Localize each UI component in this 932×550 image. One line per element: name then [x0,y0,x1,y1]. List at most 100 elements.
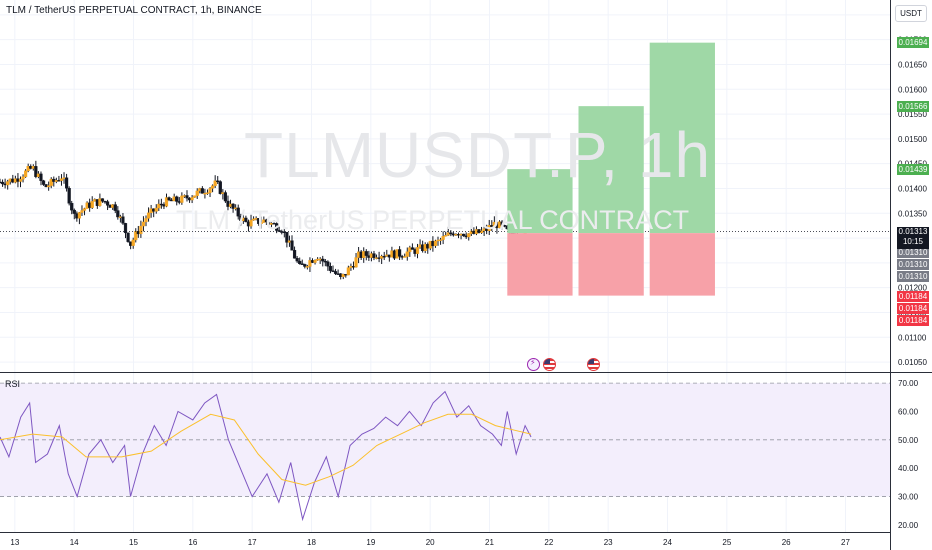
candle-down [236,207,240,217]
candle-up [77,212,82,219]
candle-down [372,253,376,259]
candle-down [382,256,386,258]
time-axis-label: 23 [604,538,613,547]
candle-down [295,258,299,262]
candle-down [70,203,74,211]
time-axis-label: 14 [70,538,79,547]
candle-down [462,233,466,237]
candle-down [34,166,38,177]
candle-down [303,264,307,267]
candle-up [444,235,448,237]
candle-down [64,177,69,189]
candles-group [0,160,527,280]
candle-down [67,188,71,204]
candle-up [21,176,25,180]
candle-up [251,218,256,221]
candle-down [175,196,179,202]
price-axis-label: 0.01350 [898,209,927,218]
candle-up [24,170,28,178]
candle-up [313,260,317,263]
candle-up [146,212,151,219]
candle-up [164,197,169,207]
candle-down [397,249,402,257]
bar-countdown: 10:15 [902,237,924,247]
time-axis-label: 22 [544,538,553,547]
time-axis-label: 15 [129,538,138,547]
candle-up [208,188,212,193]
candle-up [213,180,217,186]
candle-up [144,218,148,223]
candle-up [6,181,10,186]
candle-up [131,239,135,246]
candle-down [200,188,204,194]
candle-up [346,267,350,276]
long-position-target-zone [649,42,715,234]
candle-down [39,173,43,181]
candle-down [328,266,333,271]
candle-down [264,219,268,223]
candle-down [292,250,297,259]
candle-down [223,192,228,202]
candle-down [244,217,248,223]
rsi-axis-label: 20.00 [898,521,919,530]
entry-price-tag: 0.01310 [897,258,929,270]
candle-up [308,260,312,267]
candle-up [141,221,146,227]
candle-down [185,195,189,199]
currency-selector[interactable]: USDT [895,5,927,22]
stop-price-tag: 0.01184 [897,291,929,303]
candle-up [354,257,358,268]
candle-up [180,195,184,203]
candle-down [167,197,171,201]
long-position-stop-zone [578,233,644,296]
price-axis-label: 0.01400 [898,184,927,193]
candle-down [105,201,110,206]
candle-up [18,178,23,182]
candle-down [326,261,330,267]
rsi-axis-label: 60.00 [898,407,919,416]
candle-down [100,198,105,202]
watermark-symbol: TLMUSDT.P, 1h [244,119,712,191]
lightning-icon[interactable] [527,358,540,371]
time-axis-label: 25 [722,538,731,547]
target-price-tag: 0.01566 [897,100,929,112]
candle-up [49,178,53,186]
candle-up [193,195,197,198]
time-axis-label: 16 [188,538,197,547]
price-axis-label: 0.01500 [898,135,927,144]
candle-down [321,258,325,262]
candle-up [82,208,87,211]
us-flag-icon[interactable] [587,358,600,371]
current-price-tag: 0.01313 10:15 [897,227,929,250]
candle-down [0,181,5,185]
target-price-tag: 0.01694 [897,37,929,49]
candle-up [90,201,94,208]
long-position-stop-zone [649,233,715,296]
candle-up [157,203,161,209]
candle-up [467,233,471,238]
candle-up [211,185,215,189]
candle-down [218,181,222,194]
candle-up [341,273,345,277]
candle-up [403,256,407,258]
candle-up [154,207,158,212]
price-axis-label: 0.01200 [898,284,927,293]
entry-price-tag: 0.01310 [897,246,929,258]
candle-down [449,232,453,235]
rsi-axis-label: 30.00 [898,493,919,502]
candle-down [275,223,279,231]
price-axis-label: 0.01600 [898,85,927,94]
us-flag-icon[interactable] [543,358,556,371]
time-axis-label: 18 [307,538,316,547]
candle-up [249,220,253,227]
watermark-description: TLM / TetherUS PERPETUAL CONTRACT [176,205,690,235]
long-position-target-zone [507,169,573,234]
time-axis-label: 13 [10,538,19,547]
rsi-ma-line [0,413,532,486]
candle-down [290,240,294,251]
candle-down [285,231,289,243]
candle-up [438,239,443,241]
candle-down [298,260,302,264]
candle-up [190,197,194,201]
